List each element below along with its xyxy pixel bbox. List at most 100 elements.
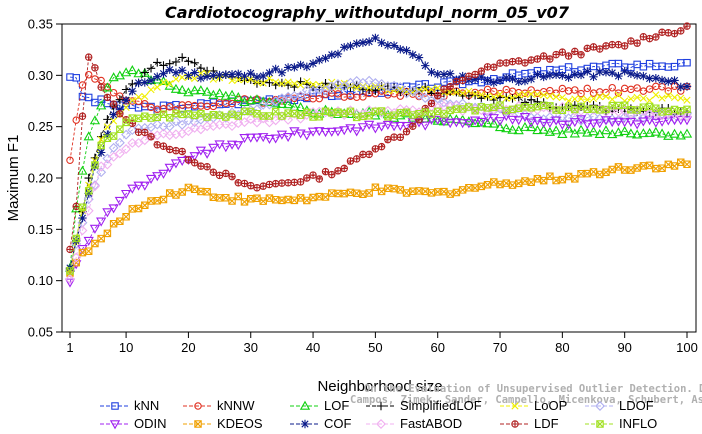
data-point <box>558 106 567 115</box>
data-point <box>663 130 674 140</box>
data-point <box>166 80 174 88</box>
data-point <box>563 120 574 130</box>
data-point <box>215 171 224 180</box>
data-point <box>538 124 549 134</box>
data-point <box>114 137 125 148</box>
data-point <box>508 105 517 114</box>
data-point <box>446 82 454 91</box>
data-point <box>315 112 324 121</box>
data-point <box>227 70 237 79</box>
data-point <box>677 94 685 102</box>
data-point <box>482 113 493 123</box>
data-point <box>546 55 554 63</box>
data-point <box>264 134 275 145</box>
data-point <box>159 195 168 204</box>
data-point <box>252 72 262 82</box>
legend-label: LoOP <box>534 398 567 413</box>
data-point <box>545 71 555 80</box>
data-point <box>128 205 137 213</box>
data-point <box>633 164 641 172</box>
data-point <box>445 69 455 78</box>
data-point <box>595 45 604 53</box>
data-point <box>84 70 93 79</box>
legend-marker <box>194 402 202 410</box>
data-point <box>303 174 311 182</box>
data-point <box>669 128 680 138</box>
data-point <box>583 67 592 76</box>
data-point <box>619 118 630 128</box>
data-point <box>152 119 163 130</box>
legend-item-inflo: INFLO <box>585 416 657 431</box>
data-point <box>465 87 473 95</box>
data-point <box>521 89 529 97</box>
data-point <box>589 94 598 103</box>
data-point <box>276 130 288 140</box>
data-point <box>420 121 431 131</box>
data-point <box>108 204 119 214</box>
data-point <box>600 116 612 126</box>
data-point <box>178 188 186 196</box>
data-point <box>421 85 429 93</box>
data-point <box>96 148 106 157</box>
data-point <box>228 197 236 205</box>
data-point <box>197 162 205 170</box>
data-point <box>83 194 94 205</box>
data-point <box>490 103 498 112</box>
data-point <box>296 178 305 186</box>
legend-label: SimplifiedLOF <box>400 398 482 413</box>
y-tick-label: 0.35 <box>28 17 53 32</box>
data-point <box>121 85 131 94</box>
data-point <box>128 86 137 96</box>
data-point <box>334 167 342 175</box>
legend-marker <box>376 401 386 411</box>
data-point <box>508 94 517 102</box>
data-point <box>364 75 375 86</box>
data-point <box>165 189 174 197</box>
data-point <box>116 125 124 134</box>
data-point <box>682 82 692 91</box>
data-point <box>519 113 531 123</box>
data-point <box>470 75 480 84</box>
data-point <box>240 71 249 81</box>
data-point <box>209 168 218 176</box>
data-point <box>645 85 654 93</box>
data-point <box>520 76 530 86</box>
data-point <box>613 117 624 127</box>
data-point <box>376 78 387 89</box>
data-point <box>278 179 286 187</box>
data-point <box>196 73 206 83</box>
data-point <box>664 107 673 116</box>
data-point <box>502 59 511 67</box>
series-loop <box>66 69 691 274</box>
data-point <box>533 102 542 111</box>
data-point <box>245 95 256 105</box>
data-point <box>297 81 305 89</box>
data-point <box>664 29 673 37</box>
data-point <box>533 55 542 63</box>
data-point <box>544 118 556 128</box>
data-point <box>396 109 405 117</box>
series-line <box>69 72 688 271</box>
data-point <box>71 238 82 249</box>
data-point <box>184 156 193 164</box>
data-point <box>364 85 374 94</box>
data-point <box>583 96 591 104</box>
legend-item-simplifiedlof: SimplifiedLOF <box>366 398 482 413</box>
data-point <box>633 106 641 114</box>
data-point <box>320 84 331 95</box>
data-point <box>558 175 567 184</box>
data-point <box>627 95 635 103</box>
data-point <box>557 128 568 139</box>
legend-item-knnw: kNNW <box>183 398 255 413</box>
data-point <box>639 33 648 41</box>
data-point <box>220 90 231 100</box>
data-point <box>228 99 236 108</box>
data-point <box>365 111 373 120</box>
legend-marker <box>511 420 519 428</box>
data-point <box>378 83 386 91</box>
data-point <box>153 58 162 67</box>
data-point <box>72 202 80 211</box>
data-point <box>259 79 267 87</box>
data-point <box>465 183 473 192</box>
data-point <box>357 123 369 133</box>
